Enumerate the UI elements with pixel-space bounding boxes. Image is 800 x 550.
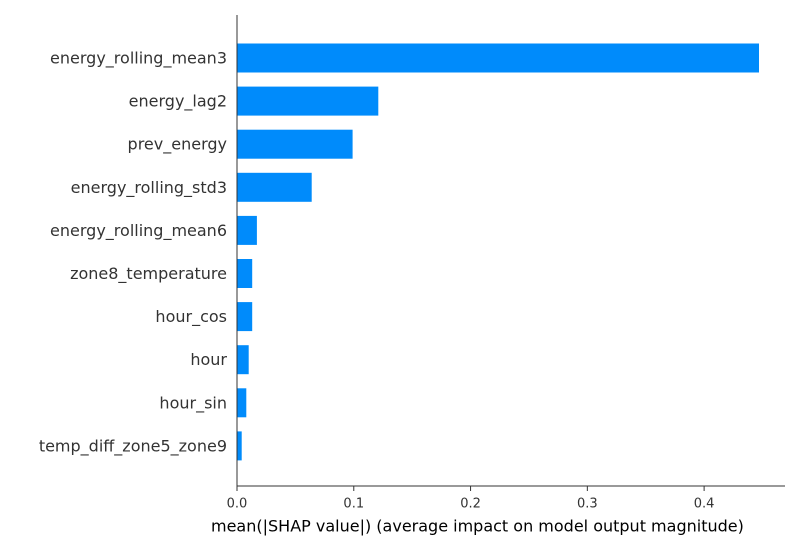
bar-hour xyxy=(237,345,249,375)
x-tick-label: 0.0 xyxy=(227,497,248,512)
bar-hour-sin xyxy=(237,388,247,418)
category-labels: energy_rolling_mean3 energy_lag2 prev_ener… xyxy=(39,49,228,457)
bar-energy-rolling-std3 xyxy=(237,172,312,202)
bar-prev-energy xyxy=(237,129,353,159)
x-tick-label: 0.2 xyxy=(460,497,481,512)
bars-layer xyxy=(237,43,759,461)
bar-temp-diff-zone5-zone9 xyxy=(237,431,242,461)
category-label: hour_cos xyxy=(155,307,227,327)
category-label: hour_sin xyxy=(159,393,227,413)
category-label: energy_rolling_std3 xyxy=(71,178,227,198)
x-tick-label: 0.4 xyxy=(694,497,715,512)
bar-energy-rolling-mean3 xyxy=(237,43,759,73)
x-tick-label: 0.3 xyxy=(577,497,598,512)
category-label: temp_diff_zone5_zone9 xyxy=(39,436,227,456)
category-label: zone8_temperature xyxy=(70,264,227,284)
bar-zone8-temperature xyxy=(237,259,253,288)
bar-energy-rolling-mean6 xyxy=(237,215,257,245)
category-label: energy_rolling_mean3 xyxy=(50,49,227,69)
category-label: prev_energy xyxy=(128,135,227,155)
x-axis-label: mean(|SHAP value|) (average impact on mo… xyxy=(211,517,744,536)
x-ticks: 0.0 0.1 0.2 0.3 0.4 xyxy=(227,486,715,512)
category-label: energy_rolling_mean6 xyxy=(50,221,227,241)
x-tick-label: 0.1 xyxy=(343,497,364,512)
bar-energy-lag2 xyxy=(237,86,379,116)
bar-hour-cos xyxy=(237,302,253,332)
category-label: hour xyxy=(190,350,227,369)
category-label: energy_lag2 xyxy=(129,92,227,112)
